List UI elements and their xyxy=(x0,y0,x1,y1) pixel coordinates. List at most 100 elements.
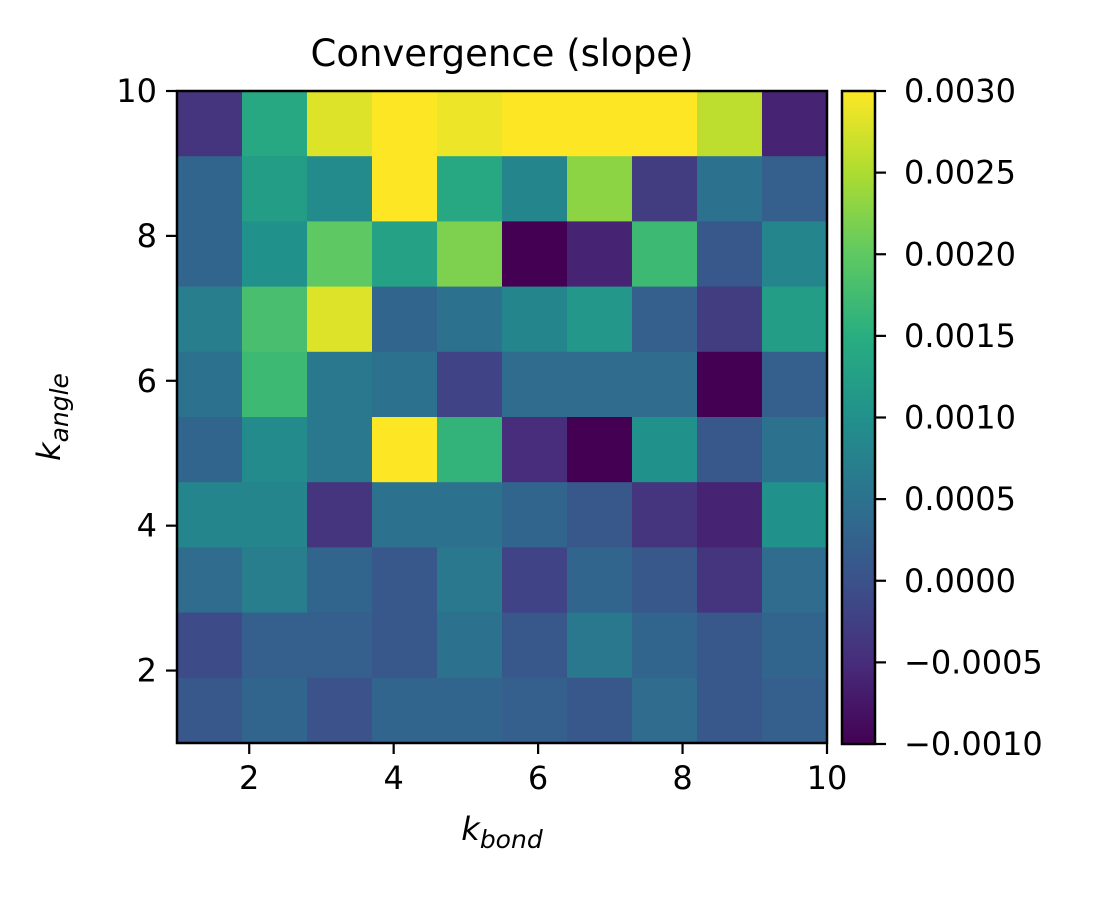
heatmap-cell xyxy=(372,612,438,679)
heatmap-cell xyxy=(567,351,633,418)
heatmap-cell xyxy=(502,351,568,418)
heatmap-cell xyxy=(762,351,828,418)
heatmap-cell xyxy=(632,547,698,614)
heatmap-cell xyxy=(372,221,438,288)
heatmap-cell xyxy=(697,417,763,483)
heatmap-cell xyxy=(307,547,373,614)
heatmap-cell xyxy=(437,286,503,353)
heatmap-cell xyxy=(437,612,503,679)
heatmap-cell xyxy=(437,417,503,483)
heatmap-cell xyxy=(762,221,828,288)
heatmap-cell xyxy=(762,156,828,222)
heatmap-cell xyxy=(177,91,243,157)
heatmap-cell xyxy=(307,91,373,157)
heatmap-cell xyxy=(762,91,828,157)
heatmap-cell xyxy=(762,547,828,614)
heatmap-cell xyxy=(697,286,763,353)
heatmap-cell xyxy=(307,417,373,483)
heatmap-cell xyxy=(632,221,698,288)
heatmap-cell xyxy=(177,612,243,679)
heatmap-cell xyxy=(567,482,633,548)
heatmap-cells xyxy=(177,91,828,744)
heatmap-cell xyxy=(242,351,308,418)
y-tick-label: 2 xyxy=(137,652,157,690)
heatmap-cell xyxy=(697,547,763,614)
colorbar-tick-label: 0.0005 xyxy=(904,480,1016,518)
heatmap-cell xyxy=(372,677,438,744)
heatmap-cell xyxy=(567,156,633,222)
colorbar-tick-label: 0.0030 xyxy=(904,72,1016,110)
x-axis-label-sub: bond xyxy=(480,825,543,854)
heatmap-cell xyxy=(762,417,828,483)
colorbar-tick-label: 0.0020 xyxy=(904,235,1016,273)
heatmap-cell xyxy=(242,417,308,483)
heatmap-cell xyxy=(437,156,503,222)
heatmap-cell xyxy=(502,547,568,614)
y-axis: 2 4 6 8 10 xyxy=(116,72,177,690)
heatmap-cell xyxy=(307,286,373,353)
heatmap-cell xyxy=(242,677,308,744)
heatmap-cell xyxy=(177,677,243,744)
plot-frame xyxy=(175,89,829,745)
y-axis-label-sub: angle xyxy=(45,373,74,442)
heatmap-cell xyxy=(307,482,373,548)
heatmap-cell xyxy=(177,417,243,483)
x-axis: 2 4 6 8 10 xyxy=(239,743,847,797)
heatmap-cell xyxy=(697,351,763,418)
colorbar-tick-label: 0.0015 xyxy=(904,317,1016,355)
y-tick-label: 4 xyxy=(137,507,157,545)
heatmap-cell xyxy=(567,612,633,679)
heatmap-cell xyxy=(307,612,373,679)
heatmap-cell xyxy=(177,286,243,353)
heatmap-cell xyxy=(762,677,828,744)
heatmap-cell xyxy=(437,547,503,614)
heatmap-cell xyxy=(372,156,438,222)
heatmap-cell xyxy=(697,482,763,548)
heatmap-cell xyxy=(437,677,503,744)
heatmap-cell xyxy=(632,612,698,679)
heatmap-cell xyxy=(567,547,633,614)
heatmap-cell xyxy=(177,482,243,548)
heatmap-cell xyxy=(762,482,828,548)
heatmap-cell xyxy=(567,221,633,288)
colorbar-tick-label: −0.0010 xyxy=(904,725,1043,763)
heatmap-cell xyxy=(437,221,503,288)
heatmap-cell xyxy=(632,417,698,483)
heatmap-cell xyxy=(372,91,438,157)
colorbar-tick-label: 0.0000 xyxy=(904,562,1016,600)
heatmap-cell xyxy=(242,612,308,679)
colorbar-tick-label: 0.0025 xyxy=(904,154,1016,192)
heatmap-cell xyxy=(502,612,568,679)
heatmap-cell xyxy=(762,612,828,679)
heatmap-cell xyxy=(242,156,308,222)
heatmap-cell xyxy=(502,677,568,744)
heatmap-cell xyxy=(567,286,633,353)
heatmap-cell xyxy=(372,547,438,614)
y-tick-label: 8 xyxy=(137,217,157,255)
heatmap-cell xyxy=(372,482,438,548)
heatmap-cell xyxy=(502,417,568,483)
heatmap-cell xyxy=(242,547,308,614)
heatmap-cell xyxy=(502,91,568,157)
heatmap-cell xyxy=(177,156,243,222)
x-tick-label: 4 xyxy=(383,759,403,797)
heatmap-cell xyxy=(502,286,568,353)
heatmap-cell xyxy=(177,547,243,614)
heatmap-cell xyxy=(177,221,243,288)
heatmap-cell xyxy=(502,156,568,222)
heatmap-cell xyxy=(697,677,763,744)
heatmap-cell xyxy=(437,482,503,548)
heatmap-cell xyxy=(242,221,308,288)
heatmap-cell xyxy=(372,286,438,353)
heatmap-cell xyxy=(242,286,308,353)
heatmap-cell xyxy=(697,156,763,222)
heatmap-cell xyxy=(307,351,373,418)
heatmap-cell xyxy=(632,482,698,548)
heatmap-cell xyxy=(697,221,763,288)
heatmap-cell xyxy=(567,677,633,744)
heatmap-cell xyxy=(307,677,373,744)
heatmap-cell xyxy=(632,351,698,418)
heatmap-cell xyxy=(632,677,698,744)
